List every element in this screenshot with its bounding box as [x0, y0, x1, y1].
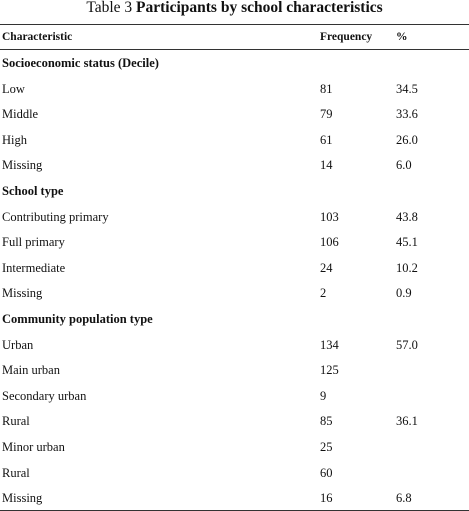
table-cell: 57.0	[396, 337, 418, 352]
table-cell: Missing	[2, 286, 43, 301]
table-cell: High	[2, 132, 27, 147]
table-cell: Urban	[2, 337, 34, 352]
table-cell: 26.0	[396, 132, 418, 147]
table-cell: 134	[320, 337, 339, 352]
table-cell: 103	[320, 209, 339, 224]
table-cell: 61	[320, 132, 333, 147]
table-cell: 36.1	[396, 414, 418, 429]
table-cell: 10.2	[396, 260, 418, 275]
table-title: Table 3 Participants by school character…	[0, 0, 469, 16]
table-cell: Missing	[2, 491, 43, 506]
table-cell: 6.8	[396, 491, 412, 506]
table-cell: 43.8	[396, 209, 418, 224]
table-cell: 33.6	[396, 107, 418, 122]
table-cell: 24	[320, 260, 333, 275]
table-cell: Low	[2, 81, 25, 96]
table-cell: Contributing primary	[2, 209, 109, 224]
table-cell: 2	[320, 286, 327, 301]
table-cell: 14	[320, 158, 333, 173]
top-rule	[0, 24, 469, 25]
table-cell: 34.5	[396, 81, 418, 96]
table-cell: Rural	[2, 414, 30, 429]
table-cell: 85	[320, 414, 333, 429]
table-cell: Minor urban	[2, 440, 65, 454]
header-cell: Characteristic	[2, 31, 73, 43]
table-cell: 45.1	[396, 235, 418, 250]
section-heading: Socioeconomic status (Decile)	[2, 56, 159, 70]
header-rule	[0, 49, 469, 50]
table-cell: 125	[320, 363, 339, 378]
table-cell: 60	[320, 465, 333, 480]
table-label: Table 3	[86, 0, 133, 16]
table-cell: 9	[320, 388, 327, 403]
table-cell: 25	[320, 440, 333, 454]
header-cell: Frequency	[320, 31, 373, 43]
table-cell: Missing	[2, 158, 43, 173]
table-cell: Secondary urban	[2, 388, 87, 403]
table-cell: 106	[320, 235, 339, 250]
section-heading: School type	[2, 184, 64, 198]
table-cell: Intermediate	[2, 260, 66, 275]
table-cell: 81	[320, 81, 333, 96]
table-caption: Participants by school characteristics	[136, 0, 383, 16]
section-heading: Community population type	[2, 312, 153, 326]
table-cell: Rural	[2, 465, 30, 480]
table-cell: Full primary	[2, 235, 65, 250]
table-cell: Main urban	[2, 363, 60, 378]
table-cell: 79	[320, 107, 333, 122]
table-cell: Middle	[2, 107, 39, 122]
header-cell: %	[396, 31, 408, 43]
table-cell: 6.0	[396, 158, 412, 173]
table-cell: 0.9	[396, 286, 412, 301]
table-cell: 16	[320, 491, 333, 506]
